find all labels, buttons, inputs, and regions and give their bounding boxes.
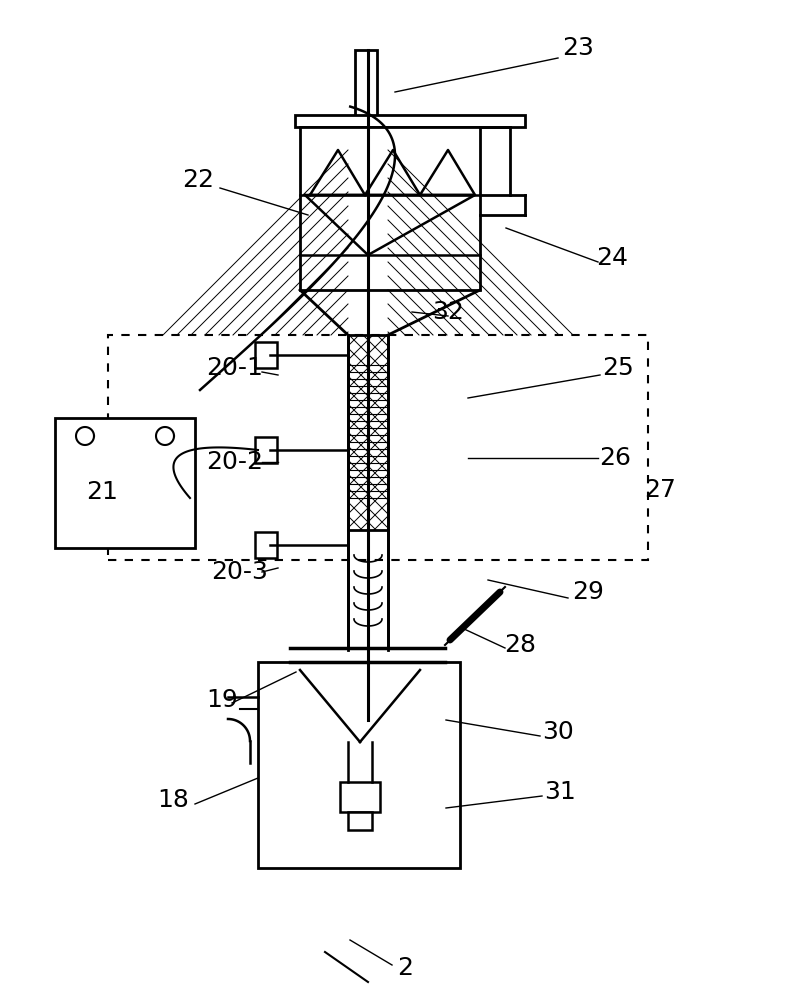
Bar	[294, 115, 525, 127]
Text: 20-3: 20-3	[211, 560, 268, 584]
Bar	[257, 535, 273, 555]
Bar	[257, 440, 273, 460]
Text: 18: 18	[157, 788, 188, 812]
Text: 20-1: 20-1	[206, 356, 263, 380]
Text: 23: 23	[561, 36, 593, 60]
Bar	[257, 662, 460, 868]
Bar	[300, 127, 480, 290]
Text: 19: 19	[206, 688, 237, 712]
Text: 27: 27	[643, 478, 675, 502]
Text: 2: 2	[396, 956, 412, 980]
Text: 29: 29	[571, 580, 603, 604]
Text: 31: 31	[544, 780, 575, 804]
Bar	[257, 345, 273, 365]
Bar	[347, 335, 387, 530]
Text: 21: 21	[86, 480, 118, 504]
Bar	[354, 50, 376, 118]
Bar	[347, 812, 371, 830]
Text: 30: 30	[541, 720, 573, 744]
Text: 25: 25	[602, 356, 633, 380]
Bar	[107, 335, 647, 560]
Text: 20-2: 20-2	[206, 450, 263, 474]
Bar	[339, 782, 379, 812]
Bar	[55, 418, 195, 548]
Text: 24: 24	[595, 246, 627, 270]
Bar	[255, 532, 277, 558]
Text: 32: 32	[431, 300, 464, 324]
Text: 28: 28	[504, 633, 535, 657]
Bar	[255, 437, 277, 463]
Bar	[255, 342, 277, 368]
Text: 22: 22	[182, 168, 214, 192]
Text: 26: 26	[598, 446, 630, 470]
